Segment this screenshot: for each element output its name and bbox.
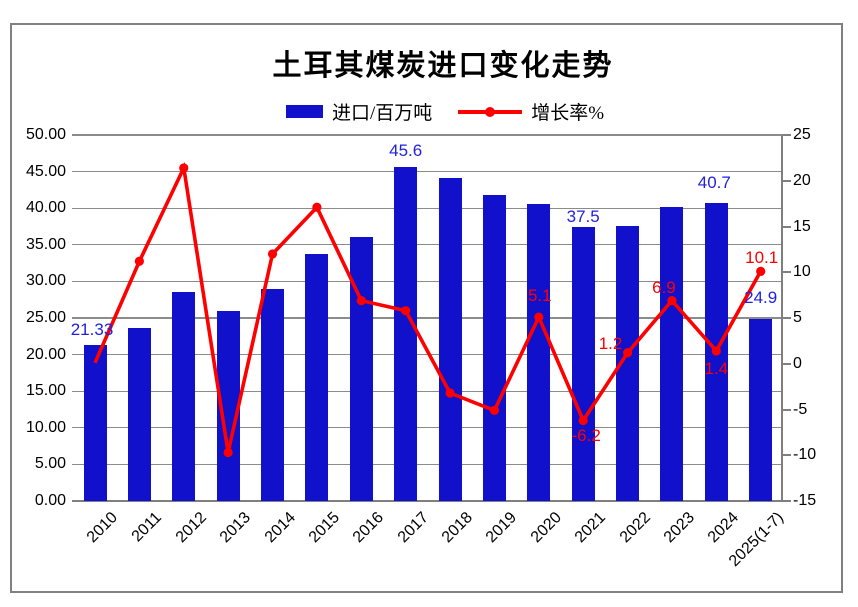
y-axis-tick-label: 15.00 [25,382,66,400]
bar-2023 [660,207,684,501]
right-axis-tick [783,179,791,182]
right-axis-tick [783,408,791,411]
y-axis-tick-label: 5.00 [34,455,66,473]
right-axis-tick [783,134,791,136]
line-value-label: 5.1 [527,286,552,306]
y-axis-tick-label: 40.00 [25,199,66,217]
y-axis-tick-label: 50.00 [25,126,66,143]
line-marker-2016 [356,296,366,306]
line-marker-2024 [711,346,721,356]
y-axis-tick-label: 20.00 [25,345,66,363]
right-axis-tick-label: 10 [793,263,811,281]
line-marker-2020 [534,312,544,322]
bar-2019 [482,195,506,501]
right-axis-tick [783,362,791,365]
bar-series-swatch-icon [285,105,323,118]
right-axis-tick-label: -10 [793,446,817,464]
line-marker-2019 [489,405,500,416]
legend-label-growth: 增长率% [531,103,605,124]
line-value-label: -6.2 [571,426,601,446]
bar-2025(1-7) [749,318,773,501]
line-value-label: 1.2 [598,333,623,353]
line-marker-2023 [667,296,677,306]
growth-line [93,161,766,458]
legend-item-imports: 进口/百万吨 [285,98,433,125]
bar-value-label: 37.5 [566,206,600,226]
bar-2013 [216,311,240,501]
grid-line [72,244,783,246]
y-axis-tick-label: 10.00 [25,418,66,436]
line-marker-2015 [312,202,322,212]
bar-2012 [172,291,196,501]
y-axis-tick-label: 30.00 [25,272,66,290]
grid-line [72,427,783,429]
bar-2022 [616,225,640,501]
right-axis-tick-label: 0 [793,354,802,372]
x-axis-line [72,500,783,502]
bar-2021 [571,226,595,501]
grid-line [72,390,783,392]
line-marker-2021 [578,415,588,426]
right-axis-tick-label: -15 [793,492,817,509]
right-axis-tick [783,317,791,319]
right-axis-tick [783,271,791,274]
grid-line [72,317,783,319]
chart-title: 土耳其煤炭进口变化走势 [272,50,614,82]
bar-value-label: 45.6 [389,141,423,161]
grid-line [72,170,783,173]
bar-value-label: 40.7 [697,173,731,193]
line-marker-2014 [267,249,278,259]
line-marker-2018 [445,388,455,398]
bar-2017 [394,167,418,501]
y-axis-tick-label: 35.00 [25,235,66,253]
bar-2018 [438,178,462,501]
right-axis-line [781,135,783,501]
chart-legend: 进口/百万吨 增长率% [16,98,858,125]
line-value-label: 6.9 [652,277,676,297]
line-marker-2025(1-7) [756,266,766,276]
bar-2020 [527,203,551,501]
plot-area: 21.33 45.6 37.5 40.7 24.9 5.1 -6.2 1.2 6.9 1.4 10.… [70,134,791,502]
right-axis-tick-label: -5 [793,400,808,418]
bar-value-label: 24.9 [744,287,778,307]
legend-item-growth: 增长率% [458,98,604,125]
right-axis-tick-label: 5 [793,309,802,326]
bar-2010 [83,344,107,501]
bar-value-label: 21.33 [70,319,114,339]
grid-line [72,280,783,283]
right-axis-tick-label: 20 [793,171,811,189]
grid-line [72,134,783,136]
right-axis-tick-label: 25 [793,126,811,143]
right-axis-tick [783,500,791,502]
grid-line [72,207,783,209]
legend-label-imports: 进口/百万吨 [331,103,433,124]
line-value-label: 10.1 [745,248,779,268]
line-marker-2012 [179,163,189,173]
y-axis-tick-label: 45.00 [25,162,66,180]
y-axis-tick-label: 25.00 [25,309,66,326]
bar-2015 [305,253,329,501]
y-axis-tick-label: 0.00 [34,492,66,509]
line-marker-2011 [134,256,144,266]
bar-2014 [261,288,285,501]
right-axis-tick-label: 15 [793,217,811,235]
grid-line [72,463,783,466]
line-marker-2013 [223,447,233,458]
right-axis-tick [783,454,791,457]
line-marker-2022 [622,348,633,358]
line-value-label: 1.4 [704,358,729,378]
line-marker-2017 [401,306,411,316]
right-axis-tick [783,225,791,228]
line-series-swatch-icon [458,106,523,117]
bar-2011 [127,327,151,501]
growth-polyline [93,161,763,453]
